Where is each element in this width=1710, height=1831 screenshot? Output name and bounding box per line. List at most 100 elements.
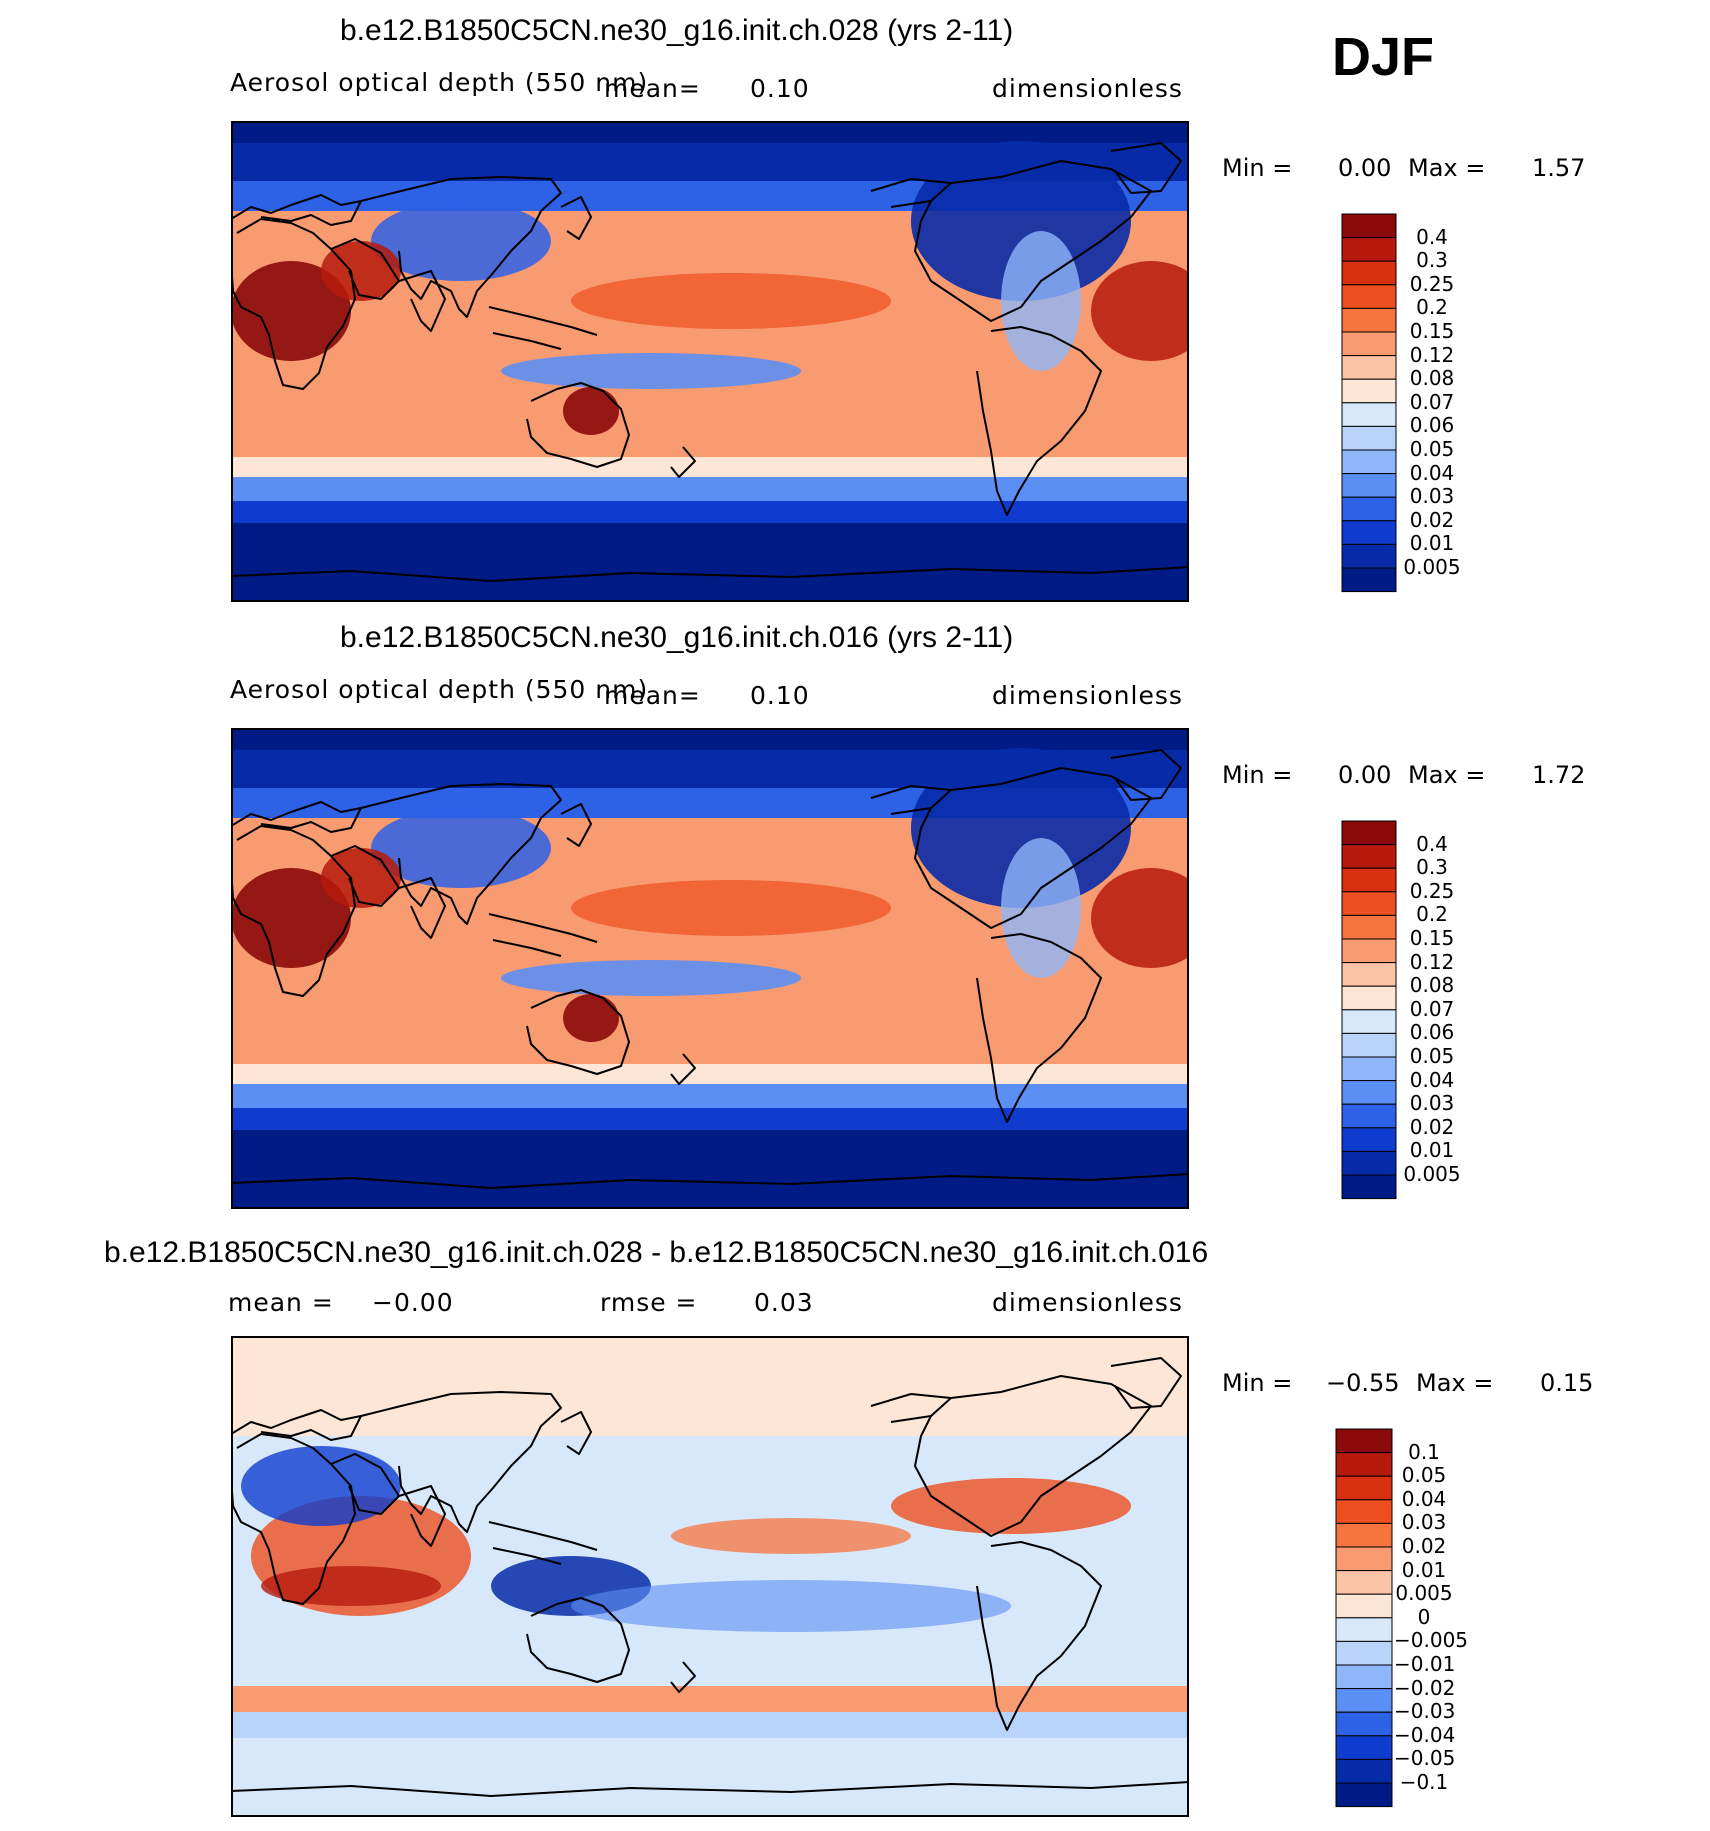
panel3-min-value: −0.55: [1326, 1369, 1400, 1397]
panel2-min-value: 0.00: [1338, 761, 1392, 789]
pacific-positive: [671, 1518, 911, 1554]
colorbar-label: 0.12: [1409, 949, 1455, 974]
coastline-australia: [526, 1597, 630, 1683]
coastline-australia: [526, 989, 630, 1075]
panel2-min-label: Min =: [1222, 761, 1293, 789]
coastline-newzealand: [670, 446, 696, 478]
colorbar-swatch: [1341, 331, 1397, 357]
colorbar-label: 0.2: [1416, 902, 1448, 927]
coastline-newzealand: [670, 1661, 696, 1693]
coastline-southamerica: [976, 1541, 1102, 1731]
panel1-variable: Aerosol optical depth (550 nm): [230, 68, 649, 97]
colorbar-swatch: [1335, 1452, 1393, 1477]
coastline-northamerica: [914, 160, 1152, 322]
colorbar-label: 0.01: [1409, 1138, 1455, 1163]
sahara-high: [231, 868, 351, 968]
coastline-antarctica: [231, 1781, 1189, 1797]
colorbar-swatch: [1341, 260, 1397, 286]
colorbar-swatch: [1341, 213, 1397, 239]
coastline-northamerica: [914, 767, 1152, 929]
panel3-units: dimensionless: [992, 1288, 1183, 1317]
pacific-low-band: [501, 353, 801, 389]
colorbar-label: 0.04: [1409, 460, 1455, 485]
colorbar-label: 0.02: [1409, 507, 1455, 532]
colorbar-swatch: [1341, 891, 1397, 916]
arabia-high: [321, 848, 401, 908]
colorbar-swatch: [1341, 543, 1397, 569]
colorbar-label: 0.4: [1416, 224, 1448, 249]
coastline-europe: [231, 194, 362, 226]
arabia-high: [321, 241, 401, 301]
colorbar-label: 0.03: [1401, 1510, 1447, 1535]
colorbar-label: 0.15: [1409, 926, 1455, 950]
colorbar-swatch: [1335, 1522, 1393, 1548]
colorbar-swatch: [1341, 1056, 1397, 1082]
colorbar-swatch: [1341, 237, 1397, 262]
panel1-max-label: Max =: [1408, 154, 1486, 182]
colorbar-label: 0.005: [1395, 1581, 1453, 1606]
south-america-low: [1001, 838, 1081, 978]
atlantic-high: [1091, 868, 1189, 968]
coastline-japan: [560, 196, 592, 240]
colorbar-label: 0.3: [1416, 248, 1448, 273]
panel3-rmse-value: 0.03: [754, 1288, 814, 1317]
panel1-min-value: 0.00: [1338, 154, 1392, 182]
coastline-india: [398, 1485, 446, 1547]
colorbar-label: 0.03: [1409, 1091, 1455, 1116]
south-america-low: [1001, 231, 1081, 371]
coastline-greenland: [1110, 749, 1182, 801]
southern-band: [231, 477, 1189, 501]
colorbar-swatch: [1341, 1009, 1397, 1034]
colorbar-swatch: [1335, 1782, 1393, 1808]
panel3-mean-label: mean =: [228, 1288, 334, 1317]
colorbar-label: 0.25: [1409, 271, 1455, 296]
coastline-india: [398, 270, 446, 332]
colorbar-swatch: [1341, 496, 1397, 522]
panel1-units: dimensionless: [992, 74, 1183, 103]
arctic-band: [231, 121, 1189, 143]
asia-low: [371, 201, 551, 281]
coastline-africa: [231, 825, 356, 997]
coastline-maritime: [488, 913, 598, 957]
colorbar-swatch: [1335, 1711, 1393, 1737]
coastline-africa: [231, 1433, 356, 1605]
colorbar-swatch: [1335, 1664, 1393, 1690]
colorbar-label: 0.06: [1409, 413, 1455, 438]
colorbar-swatches: [1341, 820, 1397, 1200]
antarctic-band: [231, 1130, 1189, 1209]
colorbar-swatch: [1341, 1032, 1397, 1058]
pacific-low-band: [501, 960, 801, 996]
coastline-japan: [560, 1411, 592, 1455]
panel3-title: b.e12.B1850C5CN.ne30_g16.init.ch.028 - b…: [104, 1236, 1209, 1269]
panel1-map: [231, 121, 1189, 602]
coastline-australia: [526, 382, 630, 468]
coastline-asia: [360, 783, 562, 925]
colorbar-label: 0.005: [1403, 1162, 1461, 1186]
colorbar-label: 0.01: [1409, 531, 1455, 556]
colorbar-swatch: [1341, 402, 1397, 427]
colorbar-swatch: [1341, 820, 1397, 846]
coastline-maritime: [488, 306, 598, 350]
caribbean-positive: [891, 1478, 1131, 1534]
panel1-max-value: 1.57: [1532, 154, 1586, 182]
colorbar-label: 0.08: [1409, 973, 1455, 998]
map-frame: [231, 728, 1189, 1209]
colorbar-label: 0.05: [1401, 1463, 1447, 1488]
pacific-high: [571, 273, 891, 329]
colorbar-label: −0.05: [1394, 1746, 1456, 1771]
coastline-northamerica: [914, 1375, 1152, 1537]
southern-band: [231, 501, 1189, 523]
coastline-newzealand: [670, 1053, 696, 1085]
coastline-antarctica: [231, 566, 1189, 582]
panel2-variable: Aerosol optical depth (550 nm): [230, 675, 649, 704]
southern-band: [231, 457, 1189, 477]
panel1-mean-value: 0.10: [750, 74, 810, 103]
southern-band: [231, 1712, 1189, 1738]
coastline-southamerica: [976, 326, 1102, 516]
southern-band: [231, 1084, 1189, 1108]
colorbar-swatch: [1341, 1174, 1397, 1200]
colorbar-label: 0.02: [1401, 1534, 1447, 1558]
coastline-antarctica: [231, 1173, 1189, 1189]
colorbar-label: 0.05: [1409, 437, 1455, 461]
panel3-max-label: Max =: [1416, 1369, 1494, 1397]
